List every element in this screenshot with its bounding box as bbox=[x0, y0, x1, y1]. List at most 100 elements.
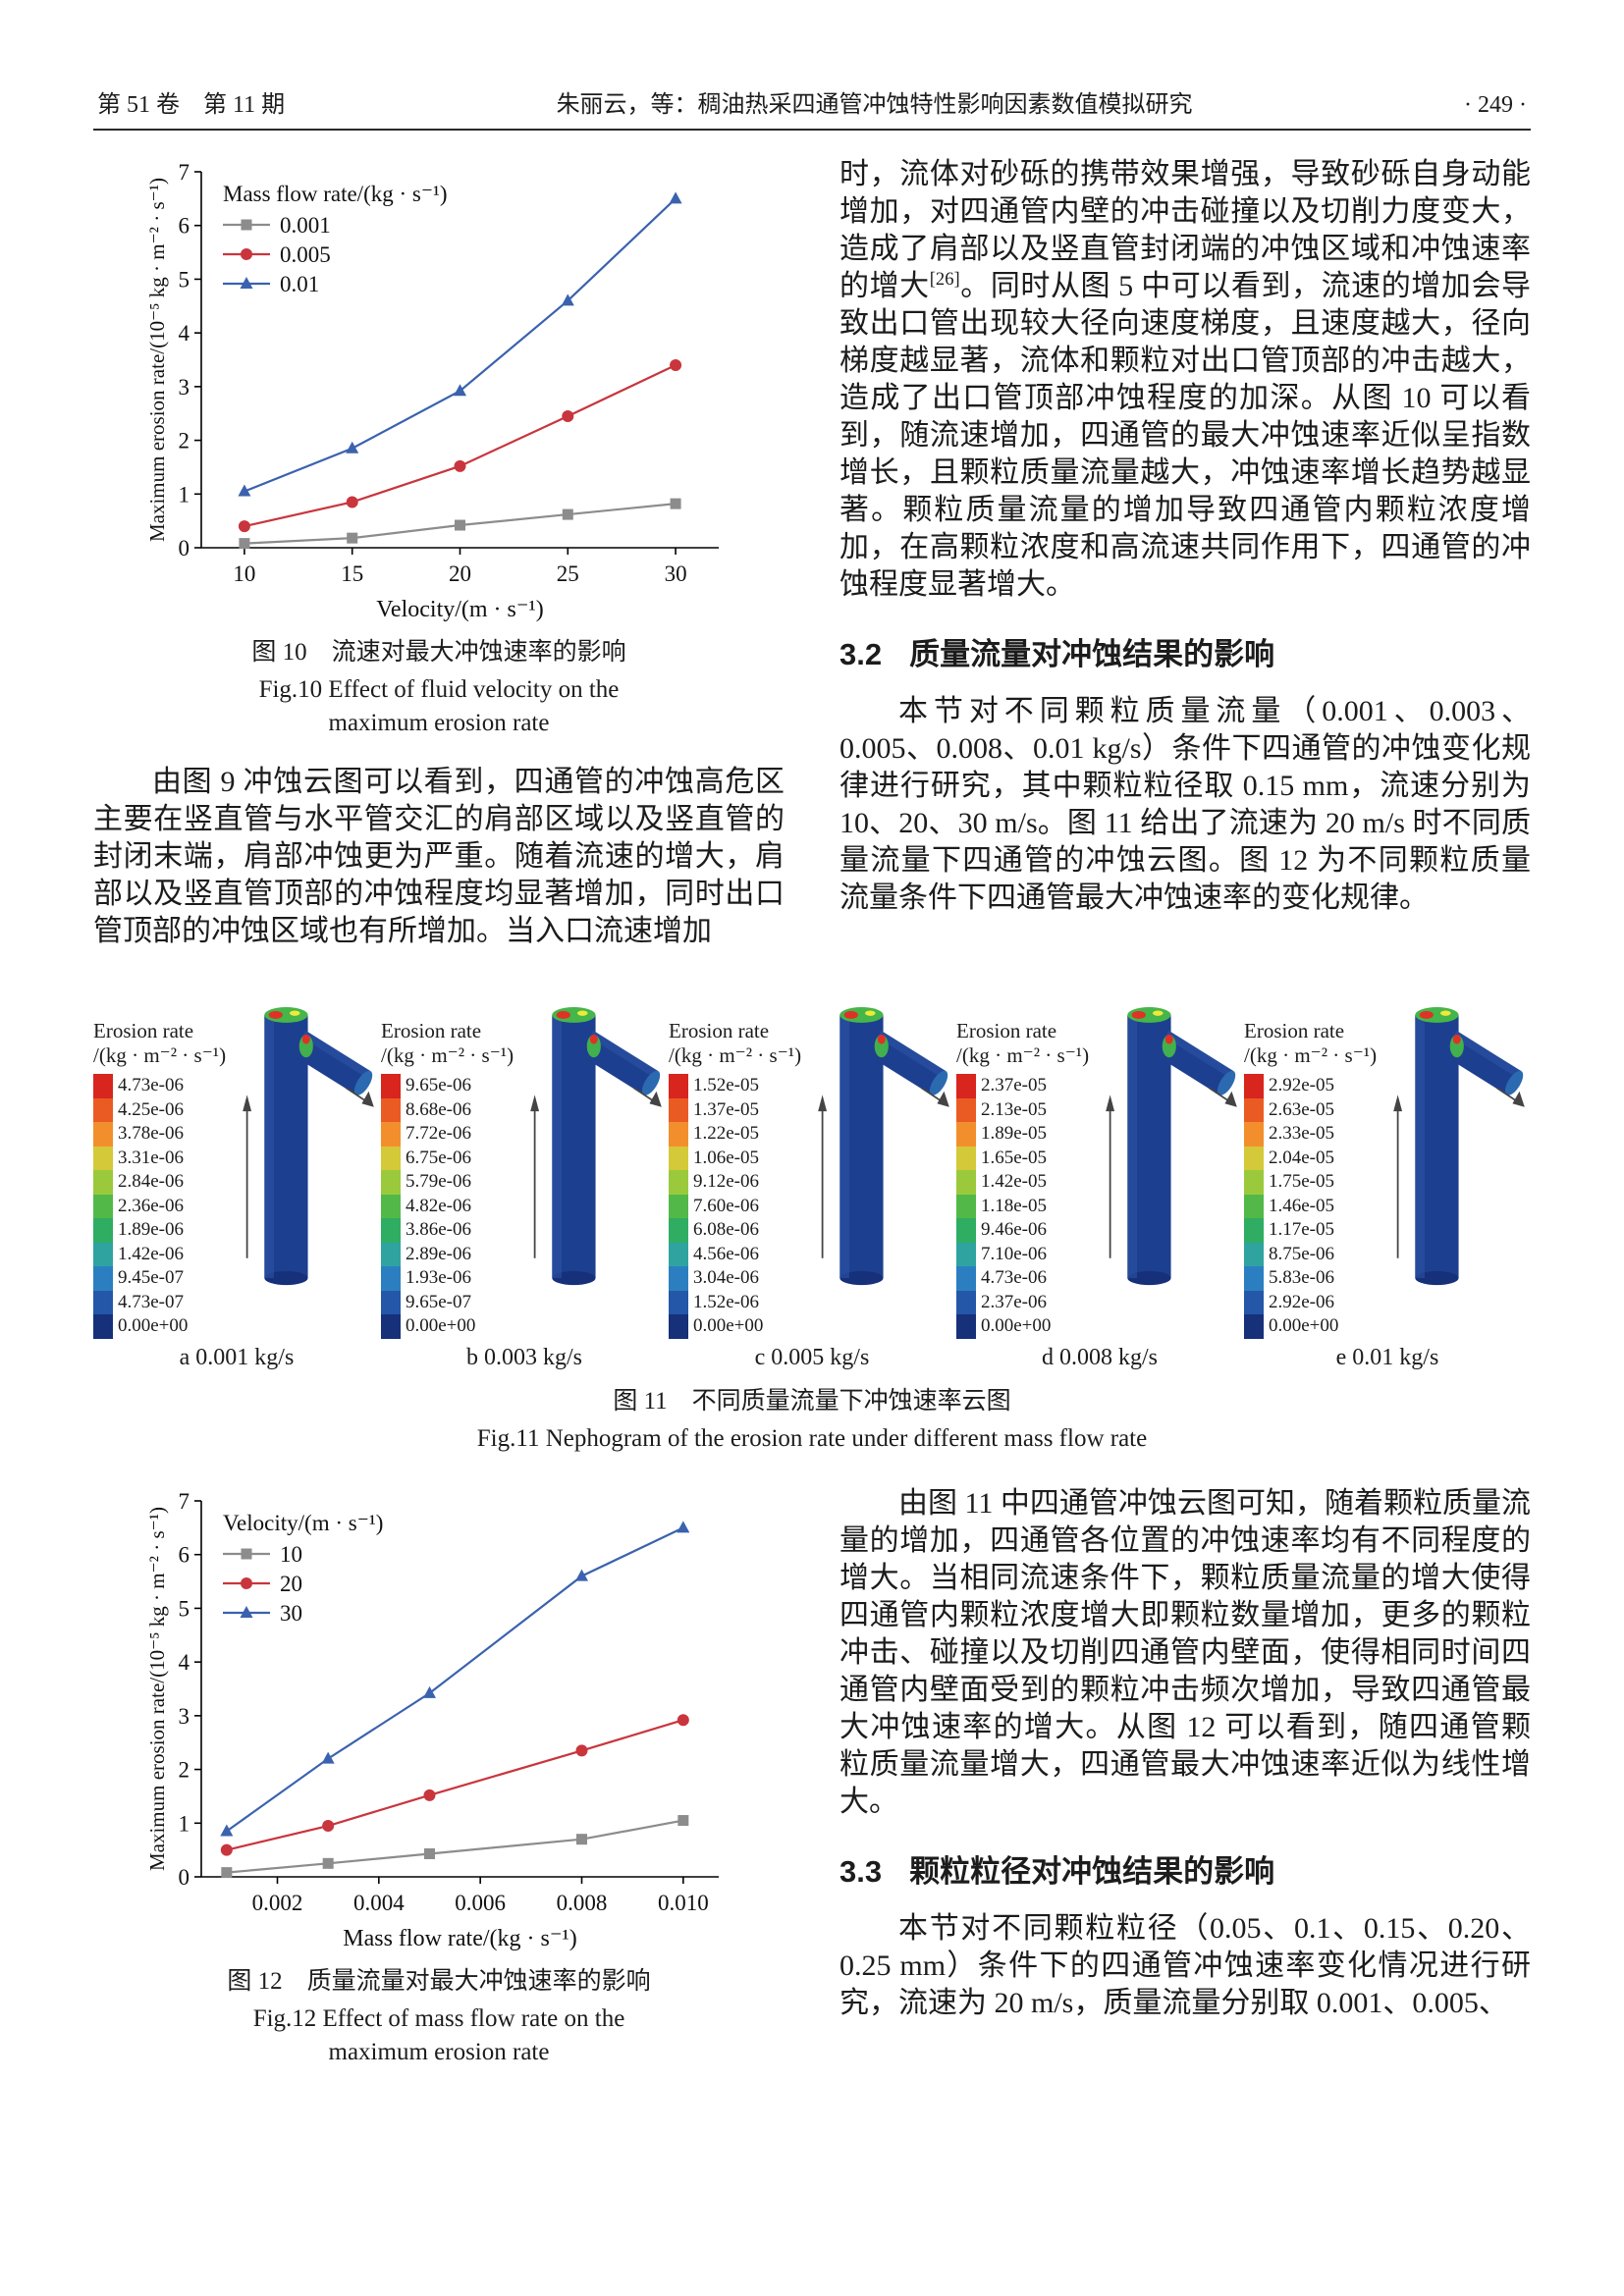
colorbar-swatch bbox=[93, 1290, 113, 1314]
section-3-3-heading: 3.3 颗粒粒径对冲蚀结果的影响 bbox=[839, 1846, 1531, 1891]
paragraph-left-top: 由图 9 冲蚀云图可以看到，四通管的冲蚀高危区主要在竖直管与水平管交汇的肩部区域… bbox=[93, 766, 785, 947]
legend-entry-label: 0.01 bbox=[280, 272, 319, 296]
panel-label: e 0.01 kg/s bbox=[1335, 1344, 1439, 1370]
colorbar-value: 7.72e-06 bbox=[406, 1123, 472, 1145]
colorbar: 2.92e-05 2.63e-05 2.33e-05 2.04e-05 1.75e-05… bbox=[1244, 1074, 1393, 1339]
colorbar-row: 2.13e-05 bbox=[956, 1097, 1106, 1122]
top-cap-hotspot bbox=[268, 1010, 283, 1019]
colorbar-row: 0.00e+00 bbox=[93, 1314, 243, 1339]
colorbar-value: 2.37e-06 bbox=[981, 1291, 1048, 1312]
colorbar-value: 4.56e-06 bbox=[693, 1243, 760, 1264]
square-marker bbox=[562, 508, 573, 520]
section-3-3-number: 3.3 bbox=[839, 1853, 883, 1889]
y-tick-label: 1 bbox=[178, 482, 189, 507]
colorbar-swatch bbox=[669, 1314, 688, 1339]
colorbar-row: 9.65e-06 bbox=[381, 1074, 530, 1098]
colorbar-swatch bbox=[381, 1170, 401, 1195]
fig12-caption-en-line2: maximum erosion rate bbox=[328, 2038, 550, 2065]
colorbar-row: 1.65e-05 bbox=[956, 1146, 1106, 1170]
colorbar-swatch bbox=[93, 1242, 113, 1266]
colorbar-swatch bbox=[381, 1290, 401, 1314]
pipe-image bbox=[1100, 984, 1243, 1314]
erosion-rate-legend-title: Erosion rate/(kg · m⁻² · s⁻¹) bbox=[669, 1019, 802, 1067]
legend-entry-label: 10 bbox=[280, 1542, 302, 1567]
colorbar-row: 4.25e-06 bbox=[93, 1097, 243, 1122]
colorbar-value: 4.73e-06 bbox=[118, 1075, 185, 1096]
colorbar-value: 4.25e-06 bbox=[118, 1098, 185, 1120]
colorbar-value: 1.42e-06 bbox=[118, 1243, 185, 1264]
square-marker bbox=[454, 519, 465, 531]
four-way-pipe-nephogram bbox=[1393, 1006, 1525, 1286]
x-axis-label: Velocity/(m · s⁻¹) bbox=[376, 597, 544, 622]
colorbar-row: 1.46e-05 bbox=[1244, 1194, 1393, 1218]
outlet-flow-arrowhead bbox=[1224, 1091, 1237, 1107]
colorbar-swatch bbox=[381, 1266, 401, 1291]
paragraph-right-top: 时，流体对砂砾的携带效果增强，导致砂砾自身动能增加，对四通管内壁的冲击碰撞以及切… bbox=[839, 156, 1531, 604]
x-tick-label: 30 bbox=[664, 561, 686, 586]
pipe-highlight bbox=[552, 1014, 563, 1279]
colorbar-swatch bbox=[669, 1097, 688, 1122]
colorbar: 2.37e-05 2.13e-05 1.89e-05 1.65e-05 1.42e-05… bbox=[956, 1074, 1106, 1339]
colorbar-value: 1.65e-05 bbox=[981, 1147, 1048, 1168]
square-marker bbox=[423, 1847, 435, 1859]
colorbar-row: 4.82e-06 bbox=[381, 1194, 530, 1218]
paragraph-right-top-part2: 。同时从图 5 中可以看到，流速的增加会导致出口管出现较大径向速度梯度，且速度越… bbox=[839, 270, 1532, 601]
colorbar-row: 0.00e+00 bbox=[669, 1314, 818, 1339]
series-line bbox=[226, 1818, 683, 1874]
top-cap-spot bbox=[864, 1010, 876, 1016]
circle-marker bbox=[677, 1713, 689, 1726]
circle-marker bbox=[561, 409, 573, 422]
paragraph-right-bottom: 由图 11 中四通管冲蚀云图可知，随着颗粒质量流量的增加，四通管各位置的冲蚀速率… bbox=[839, 1486, 1531, 1818]
colorbar-row: 2.04e-05 bbox=[1244, 1146, 1393, 1170]
colorbar-swatch bbox=[381, 1122, 401, 1147]
colorbar-row: 2.63e-05 bbox=[1244, 1097, 1393, 1122]
legend-entry-label: 0.001 bbox=[280, 213, 331, 238]
colorbar-swatch bbox=[1244, 1218, 1264, 1243]
colorbar-row: 1.89e-05 bbox=[956, 1122, 1106, 1147]
section-3-2-number: 3.2 bbox=[839, 637, 883, 671]
colorbar-row: 9.45e-07 bbox=[93, 1266, 243, 1291]
colorbar-swatch bbox=[1244, 1097, 1264, 1122]
colorbar-swatch bbox=[93, 1074, 113, 1098]
figure-10: 0 1 2 3 4 5 6 7 10 15 20 25 30 Velocity/(m · s⁻¹) Maxi… bbox=[93, 156, 785, 740]
top-cap-spot bbox=[1152, 1010, 1164, 1016]
paragraph-section-3-3: 本节对不同颗粒粒径（0.05、0.1、0.15、0.20、0.25 mm）条件下… bbox=[839, 1911, 1531, 2019]
triangle-marker bbox=[561, 294, 574, 306]
y-tick-label: 7 bbox=[178, 160, 189, 185]
y-axis-label: Maximum erosion rate/(10⁻⁵ kg · m⁻² · s⁻… bbox=[145, 178, 169, 542]
colorbar-value: 8.68e-06 bbox=[406, 1098, 472, 1120]
y-tick-label: 1 bbox=[178, 1811, 189, 1836]
circle-marker bbox=[454, 459, 465, 472]
top-cap-hotspot bbox=[1131, 1010, 1146, 1019]
square-marker bbox=[670, 498, 681, 509]
colorbar-swatch bbox=[956, 1194, 976, 1218]
four-way-pipe-nephogram bbox=[818, 1006, 949, 1286]
fig10-caption-en: Fig.10 Effect of fluid velocity on the ma… bbox=[93, 673, 785, 740]
colorbar-value: 9.65e-06 bbox=[406, 1075, 472, 1096]
colorbar: 4.73e-06 4.25e-06 3.78e-06 3.31e-06 2.84e-06… bbox=[93, 1074, 243, 1339]
pipe-highlight bbox=[264, 1014, 275, 1279]
journal-volume-issue: 第 51 卷 第 11 期 bbox=[97, 92, 286, 118]
colorbar-swatch bbox=[956, 1290, 976, 1314]
square-marker bbox=[322, 1857, 334, 1869]
colorbar-value: 1.46e-05 bbox=[1269, 1195, 1335, 1216]
colorbar-swatch bbox=[381, 1314, 401, 1339]
colorbar-value: 1.75e-05 bbox=[1269, 1171, 1335, 1193]
colorbar-value: 3.78e-06 bbox=[118, 1123, 185, 1145]
erosion-rate-legend-title: Erosion rate/(kg · m⁻² · s⁻¹) bbox=[956, 1019, 1090, 1067]
four-way-pipe-nephogram bbox=[1106, 1006, 1237, 1286]
colorbar-value: 1.93e-06 bbox=[406, 1267, 472, 1289]
y-tick-label: 5 bbox=[178, 267, 189, 292]
outlet-flow-arrow bbox=[346, 1087, 368, 1103]
triangle-marker bbox=[453, 384, 466, 397]
left-column-bottom: 0 1 2 3 4 5 6 7 0.002 0.004 0.006 0.008 0.010 Mass fl… bbox=[93, 1485, 785, 2093]
square-marker bbox=[677, 1814, 688, 1826]
series-0.001 bbox=[238, 498, 681, 550]
colorbar-swatch bbox=[669, 1218, 688, 1243]
x-tick-label: 0.008 bbox=[556, 1891, 607, 1915]
outlet-flow-arrowhead bbox=[937, 1091, 949, 1107]
colorbar-value: 2.92e-06 bbox=[1269, 1291, 1335, 1312]
top-cap-hotspot bbox=[1419, 1010, 1434, 1019]
paper-page: 第 51 卷 第 11 期 朱丽云，等：稠油热采四通管冲蚀特性影响因素数值模拟研… bbox=[93, 92, 1531, 2093]
right-column-top: 时，流体对砂砾的携带效果增强，导致砂砾自身动能增加，对四通管内壁的冲击碰撞以及切… bbox=[839, 156, 1531, 950]
